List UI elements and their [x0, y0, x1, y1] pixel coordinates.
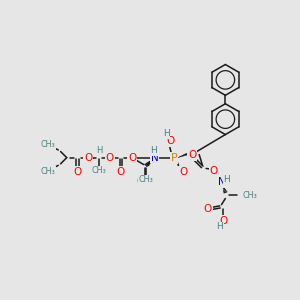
Text: N: N: [218, 177, 225, 187]
Text: H: H: [163, 129, 170, 138]
Text: CH₃: CH₃: [40, 140, 55, 149]
Text: O: O: [167, 136, 175, 146]
Text: H: H: [150, 146, 157, 155]
Text: P: P: [170, 153, 177, 163]
Text: CH₃: CH₃: [139, 176, 153, 184]
Text: O: O: [210, 166, 218, 176]
Text: CH₃: CH₃: [40, 167, 55, 176]
Text: O: O: [188, 150, 196, 160]
Polygon shape: [178, 150, 194, 158]
Text: O: O: [179, 167, 187, 177]
Text: CH₃: CH₃: [137, 177, 152, 186]
Text: O: O: [219, 216, 227, 226]
Text: H: H: [224, 176, 230, 184]
Text: O: O: [84, 153, 92, 163]
Text: H: H: [217, 223, 223, 232]
Text: O: O: [116, 167, 125, 176]
Text: O: O: [74, 167, 82, 176]
Text: O: O: [106, 153, 114, 163]
Text: O: O: [128, 153, 136, 163]
Text: CH₃: CH₃: [92, 166, 106, 175]
Text: N: N: [151, 153, 158, 163]
Text: O: O: [203, 204, 212, 214]
Text: O: O: [128, 153, 136, 163]
Text: H: H: [96, 146, 102, 155]
Text: CH₃: CH₃: [242, 191, 257, 200]
